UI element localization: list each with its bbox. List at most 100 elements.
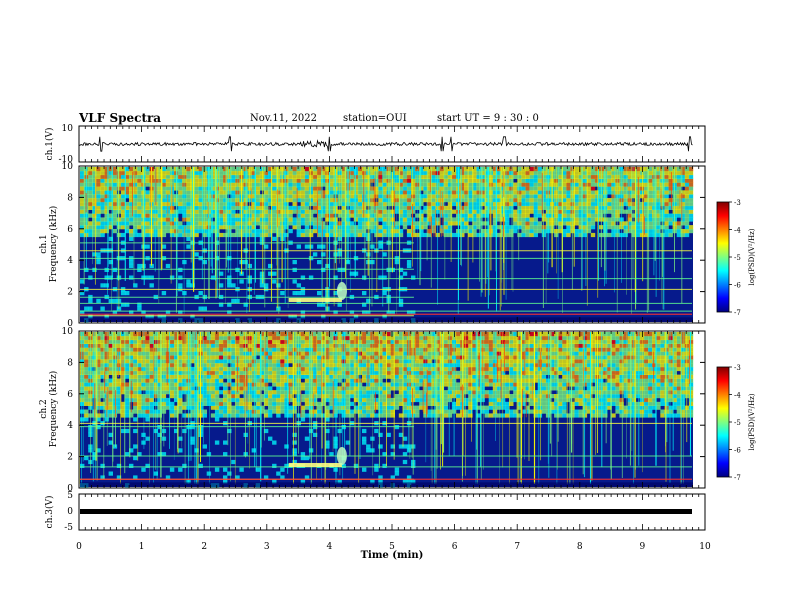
ch1-spec-cell <box>251 178 256 183</box>
ch1-spec-cell <box>112 170 118 176</box>
ch1-spec-cell <box>317 209 322 214</box>
ch2-spec-cell <box>374 405 379 410</box>
ch2-spec-cell <box>251 394 256 399</box>
ch2-spec-cell <box>521 366 526 372</box>
ch1-spec-cell <box>529 221 534 226</box>
ch2-spec-cell <box>145 413 150 418</box>
ch1-spec-cell <box>329 174 334 179</box>
ch1-spec-cell <box>411 198 416 203</box>
ch1-spec-cell <box>460 221 465 226</box>
ch2-spec-cell <box>668 378 673 383</box>
ch1-spec-cell <box>480 198 485 203</box>
ch2-spec-cell <box>394 471 400 476</box>
ch1-spec-cell <box>362 178 367 183</box>
ch2-spec-cell <box>394 397 400 403</box>
ch1-spec-cell <box>447 201 453 207</box>
ch1-spec-cell <box>398 201 404 207</box>
ch1-spec-cell <box>218 232 224 238</box>
ch1-spec-cell <box>251 221 256 226</box>
ch1-spec-cell <box>100 283 105 288</box>
ch1-spec-cell <box>447 190 453 195</box>
ch2-spec-cell <box>496 366 502 372</box>
ch1-spec-cell <box>251 201 256 207</box>
ch1-spec-cell <box>468 232 473 238</box>
ch1-spec-cell <box>80 205 85 210</box>
ch1-spec-cell <box>218 190 224 195</box>
ch1-spec-cell <box>186 217 191 222</box>
ch2-spec-cell <box>161 370 167 375</box>
ch2-spec-cell <box>312 370 318 375</box>
ch1-spec-cell <box>558 167 563 172</box>
ch1-spec-cell <box>157 205 162 210</box>
ch2-spec-cell <box>550 386 555 391</box>
ch1-spec-cell <box>288 205 293 210</box>
ch1-spec-cell <box>145 217 150 222</box>
ch2-spec-cell <box>345 405 350 410</box>
ch1-spec-cell <box>439 182 444 187</box>
ch2-spec-cell <box>652 413 657 418</box>
ch1-spec-cell <box>186 209 191 214</box>
ch1-spec-cell <box>357 205 363 210</box>
ch2-spec-cell <box>676 378 682 383</box>
ch1-spec-cell <box>88 221 93 226</box>
ch1-spec-cell <box>578 174 583 179</box>
ch1-spec-cell <box>210 194 216 199</box>
ch2-spec-cell <box>623 382 628 387</box>
ch2-spec-cell <box>165 390 171 395</box>
ch2-spec-cell <box>333 405 338 410</box>
ch2-spec-cell <box>353 405 359 410</box>
ch1-spec-cell <box>341 186 346 191</box>
ch1-spec-cell <box>492 170 498 176</box>
ch1-spec-cell <box>562 182 567 187</box>
ch2-spec-cell <box>374 428 379 434</box>
ch1-spec-cell <box>255 174 261 179</box>
ch2-spec-cell <box>133 390 138 395</box>
ch1-spec-cell <box>292 267 297 272</box>
ch2-spec-cell <box>300 374 306 379</box>
ch1-spec-cell <box>178 283 183 288</box>
ch2-spec-cell <box>116 366 122 372</box>
ch1-spec-cell <box>288 314 293 319</box>
ch1-spec-cell <box>472 232 477 238</box>
ch1-spec-cell <box>566 221 571 226</box>
ch1-spec-cell <box>378 170 383 176</box>
ch1-spec-cell <box>133 213 138 218</box>
ch1-spec-cell <box>308 229 314 234</box>
ch1-spec-cell <box>554 178 559 183</box>
ch2-spec-cell <box>202 409 207 414</box>
ch2-spec-cell <box>570 409 575 414</box>
ch1-spec-cell <box>198 198 203 203</box>
ch1-spec-cell <box>688 209 694 214</box>
ch2-spec-cell <box>100 370 105 375</box>
ch1-spec-cell <box>235 229 240 234</box>
ch1-spec-cell <box>108 213 113 218</box>
ch1-spec-cell <box>210 182 216 187</box>
ch2-spec-cell <box>353 366 359 372</box>
ch2-spec-cell <box>251 448 256 453</box>
ch1-spec-cell <box>255 170 261 176</box>
ch2-spec-cell <box>292 386 297 391</box>
ch1-spec-cell <box>362 182 367 187</box>
ch1-spec-cell <box>80 209 85 214</box>
ch1-spec-cell <box>631 205 637 210</box>
ch1-spec-cell <box>129 260 134 265</box>
ch2-spec-cell <box>333 401 338 406</box>
ch1-spec-cell <box>292 217 297 222</box>
ch1-spec-cell <box>517 178 522 183</box>
ch2-spec-cell <box>178 394 183 399</box>
ch2-spec-cell <box>570 382 575 387</box>
ch2-spec-cell <box>554 413 559 418</box>
ch1-spec-cell <box>341 225 346 230</box>
ch2-spec-cell <box>644 401 649 406</box>
ch1-spec-cell <box>431 201 436 207</box>
ch2-spec-cell <box>648 378 653 383</box>
ch2-spec-cell <box>562 394 567 399</box>
ch2-spec-cell <box>644 382 649 387</box>
ch2-spec-cell <box>402 405 408 410</box>
ch1-spec-cell <box>406 186 412 191</box>
ch1-spec-cell <box>406 217 412 222</box>
ch2-spec-cell <box>488 374 494 379</box>
ch1-spec-cell <box>382 291 387 296</box>
ch2-spec-cell <box>280 386 285 391</box>
ch2-spec-cell <box>611 394 616 399</box>
